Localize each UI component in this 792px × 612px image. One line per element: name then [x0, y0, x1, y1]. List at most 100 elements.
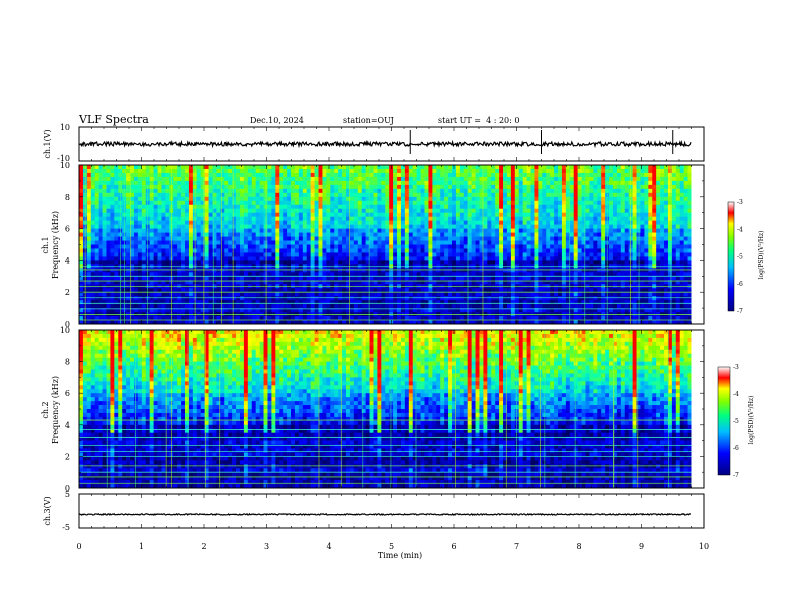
ch1-cell	[177, 168, 182, 174]
ch1-cell	[353, 172, 359, 178]
ch1-cell	[153, 216, 158, 221]
ch1-cell	[636, 184, 641, 190]
ch1-cell	[424, 224, 429, 229]
ch1-cell	[487, 165, 492, 170]
ch1-cell	[294, 232, 300, 237]
ch1-cell	[275, 280, 280, 285]
ch1-cell	[612, 268, 618, 273]
ch1-cell	[345, 196, 351, 202]
ch1-cell	[577, 176, 582, 182]
ch1-cell	[294, 176, 300, 182]
ch1-cell	[518, 172, 523, 178]
ch1-cell	[420, 216, 425, 221]
ch1-cell	[671, 280, 677, 285]
ch1-cell	[459, 260, 465, 265]
ch1-cell	[310, 240, 315, 245]
ch1-cell	[683, 244, 688, 249]
ch1-cell	[558, 216, 563, 221]
ch1-cell	[330, 236, 335, 241]
ch1-cell	[98, 224, 103, 229]
ch1-cell	[597, 172, 602, 178]
ch1-cell	[141, 176, 147, 182]
ch1-cell	[279, 280, 284, 285]
ch1-cell	[181, 252, 186, 257]
ch1-cell	[275, 192, 280, 198]
ch1-cell	[326, 256, 331, 261]
ch1-cell	[546, 272, 551, 277]
ch1-cell	[157, 252, 162, 257]
ch1-cell	[345, 184, 351, 190]
ch1-cell	[683, 248, 688, 253]
ch1-cell	[565, 176, 571, 182]
ch1-cell	[318, 228, 323, 233]
ch1-cell	[589, 176, 594, 182]
ch1-cell	[459, 212, 465, 217]
ch1-cell	[601, 224, 606, 229]
ch1-cell	[459, 240, 465, 245]
ch1-cell	[424, 268, 429, 273]
ch1-cell	[114, 200, 119, 206]
ch1-cell	[212, 272, 217, 277]
ch1-cell	[98, 184, 103, 190]
ch1-cell	[679, 168, 684, 174]
ch1-cell	[247, 272, 253, 277]
ch1-cell	[275, 216, 280, 221]
ch1-cell	[624, 232, 629, 237]
ch1-cell	[550, 172, 555, 178]
ch1-cell	[267, 180, 272, 186]
ch1-cell	[275, 208, 280, 213]
ch1-cell	[377, 232, 382, 237]
ch1-cell	[632, 256, 637, 261]
ch1-cell	[133, 256, 139, 261]
ch1-cell	[412, 212, 417, 217]
ch1-cell	[345, 236, 351, 241]
ch1-cell	[522, 276, 527, 281]
ch1-cell	[185, 248, 190, 253]
ch1-cell	[424, 236, 429, 241]
ch1-cell	[542, 188, 547, 194]
ch1-cell	[94, 184, 99, 190]
ch1-cell	[428, 280, 433, 285]
ch1-cell	[361, 244, 366, 249]
ch1-cell	[385, 192, 390, 198]
ch1-cell	[612, 176, 618, 182]
ch1-cell	[506, 188, 512, 194]
ch1-cell	[644, 208, 649, 213]
ch1-cell	[581, 272, 586, 277]
ch1-cell	[130, 224, 135, 229]
ch1-cell	[471, 196, 476, 202]
ch1-cell	[640, 165, 645, 170]
ch1-cell	[408, 232, 414, 237]
ch1-cell	[342, 236, 347, 241]
ch1-cell	[114, 168, 119, 174]
ch1-cell	[275, 256, 280, 261]
ch1-cell	[188, 208, 194, 213]
ch1-cell	[196, 200, 202, 206]
ch1-cell	[232, 176, 237, 182]
ch1-cell	[188, 252, 194, 257]
ch1-cell	[408, 208, 414, 213]
ch1-cell	[420, 200, 425, 206]
ch1-cell	[408, 200, 414, 206]
ch1-cell	[620, 208, 626, 213]
ch1-cell	[310, 268, 315, 273]
ch1-cell	[243, 216, 249, 221]
ch1-cell	[660, 208, 665, 213]
ch1-cell	[483, 268, 488, 273]
ch1-cell	[475, 204, 480, 210]
ch1-cell	[196, 165, 202, 170]
ch1-cell	[141, 172, 147, 178]
ch1-cell	[455, 220, 461, 225]
ch1-cell	[365, 212, 370, 217]
ch1-cell	[679, 224, 684, 229]
ch1-cell	[153, 184, 158, 190]
ch1-cell	[232, 256, 237, 261]
ch1-cell	[349, 232, 355, 237]
ch1-cell	[636, 244, 641, 249]
ch1-cell	[310, 236, 315, 241]
ch1-cell	[467, 288, 472, 293]
ch1-cell	[149, 240, 154, 245]
ch1-cell	[114, 256, 119, 261]
ch1-cell	[558, 192, 563, 198]
ch1-cell	[106, 276, 111, 281]
